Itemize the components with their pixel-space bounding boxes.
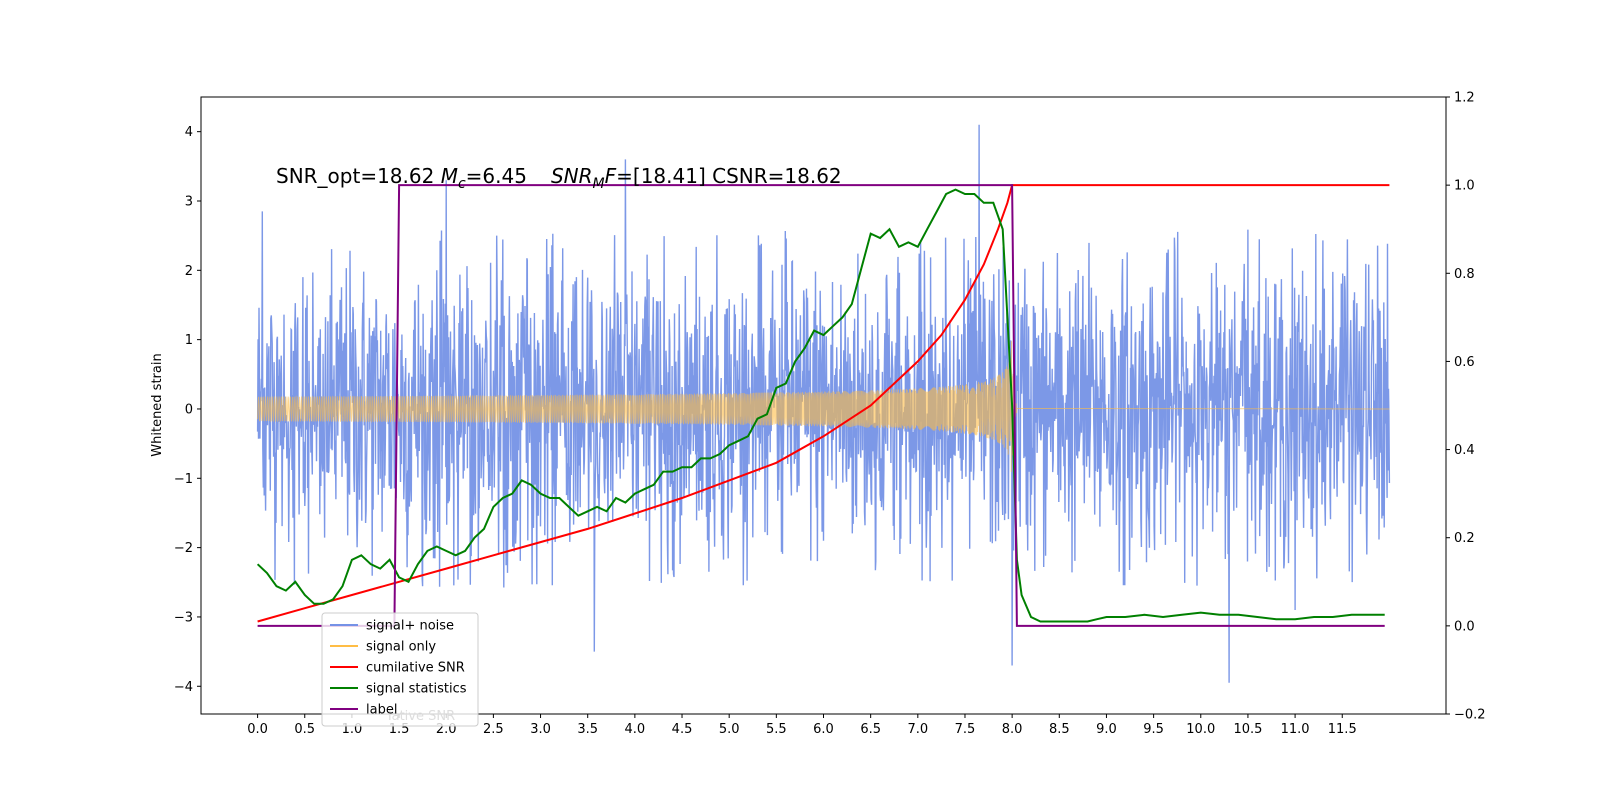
y-left-tick-label: 2 xyxy=(185,264,193,279)
x-tick-label: 8.5 xyxy=(1049,722,1070,737)
y-right-tick-label: 0.4 xyxy=(1454,443,1475,458)
y-right-tick-label: 1.2 xyxy=(1454,91,1475,106)
x-tick-label: 0.5 xyxy=(294,722,315,737)
x-tick-label: 7.5 xyxy=(955,722,976,737)
y-left-tick-label: 4 xyxy=(185,125,193,140)
y-left-tick-label: −4 xyxy=(174,680,193,695)
legend-box xyxy=(321,612,479,727)
y-right-tick-label: 0.6 xyxy=(1454,355,1475,370)
legend-label: label xyxy=(366,703,397,718)
snr-symbol: SNR xyxy=(551,164,593,188)
x-tick-label: 4.0 xyxy=(625,722,646,737)
x-tick-label: 0.0 xyxy=(247,722,268,737)
mc-symbol: M xyxy=(441,164,458,188)
x-tick-label: 11.0 xyxy=(1281,722,1310,737)
x-tick-label: 6.5 xyxy=(860,722,881,737)
y-right-tick-label: 1.0 xyxy=(1454,179,1475,194)
x-tick-label: 3.0 xyxy=(530,722,551,737)
x-tick-label: 2.5 xyxy=(483,722,504,737)
series-line xyxy=(257,184,1390,623)
y-left-tick-label: −3 xyxy=(174,610,193,625)
legend-overflow-text: lative SNR xyxy=(388,709,455,724)
y-right-tick-label: 0.8 xyxy=(1454,267,1475,282)
y-right-tick-label: 0.0 xyxy=(1454,619,1475,634)
legend-label: signal+ noise xyxy=(366,619,454,634)
snr-annotation: SNR_opt=18.62 Mc=6.45 SNRMF=[18.41] CSNR=… xyxy=(276,164,842,192)
y-right-tick-label: 0.2 xyxy=(1454,531,1475,546)
y-axis-left-label: Whitened strain xyxy=(150,353,165,456)
x-tick-label: 9.0 xyxy=(1096,722,1117,737)
x-tick-label: 5.5 xyxy=(766,722,787,737)
y-left-tick-label: 3 xyxy=(185,194,193,209)
x-tick-label: 4.5 xyxy=(672,722,693,737)
signal-only-series xyxy=(257,341,1390,472)
y-left-tick-label: 1 xyxy=(185,333,193,348)
x-tick-label: 3.5 xyxy=(577,722,598,737)
x-tick-label: 11.5 xyxy=(1328,722,1357,737)
y-left-tick-label: −2 xyxy=(174,541,193,556)
legend: lative SNR signal+ noise signal only cumila… xyxy=(321,612,479,727)
legend-label: cumilative SNR xyxy=(366,661,465,676)
signal-noise-line xyxy=(256,124,1391,683)
noise-series xyxy=(256,124,1391,683)
signal-only-line xyxy=(257,341,1390,472)
y-axis-left-ticks: 4 3 2 1 0 −1 −2 −3 −4 xyxy=(174,125,201,695)
mc-subscript: c xyxy=(458,176,466,192)
x-tick-label: 6.0 xyxy=(813,722,834,737)
x-tick-label: 5.0 xyxy=(719,722,740,737)
y-right-tick-label: −0.2 xyxy=(1454,708,1486,723)
legend-label: signal statistics xyxy=(366,682,467,697)
x-tick-label: 7.0 xyxy=(907,722,928,737)
x-tick-label: 10.5 xyxy=(1233,722,1262,737)
x-tick-label: 8.0 xyxy=(1002,722,1023,737)
legend-label: signal only xyxy=(366,640,436,655)
y-left-tick-label: −1 xyxy=(174,472,193,487)
x-tick-label: 9.5 xyxy=(1143,722,1164,737)
x-tick-label: 10.0 xyxy=(1186,722,1215,737)
y-left-tick-label: 0 xyxy=(185,402,193,417)
snr-subscript: M xyxy=(593,176,605,192)
y-axis-right-ticks: 1.2 1.0 0.8 0.6 0.4 0.2 0.0 −0.2 xyxy=(1446,91,1486,723)
series-line xyxy=(256,188,1385,623)
